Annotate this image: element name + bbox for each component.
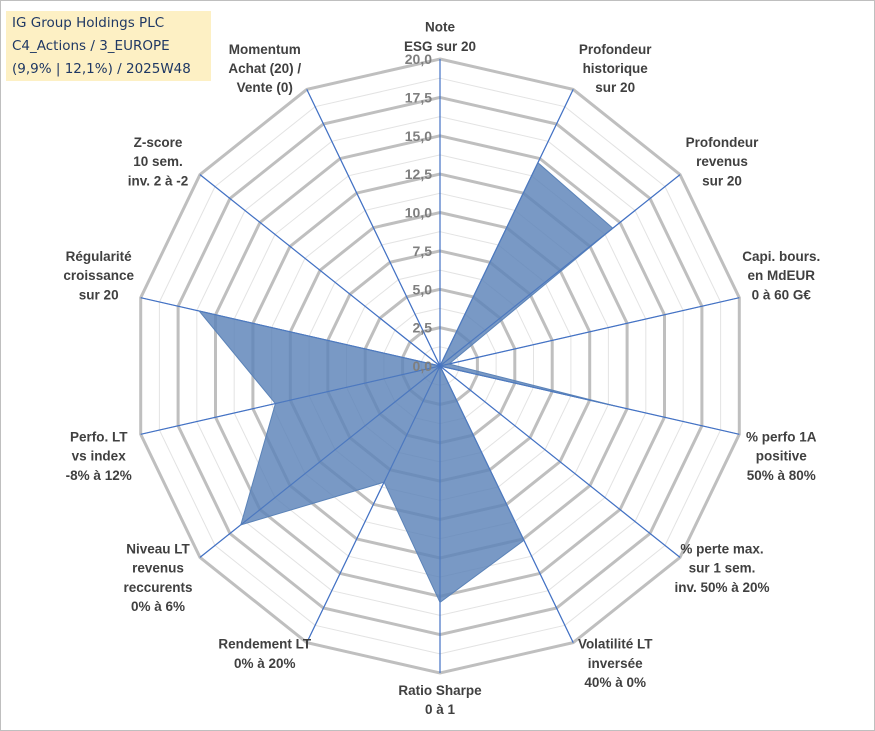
axis-label: Volatilité LT inversée 40% à 0% [578, 637, 653, 690]
axis-spoke-overlay [199, 365, 441, 558]
axis-spoke-overlay [439, 174, 681, 367]
axis-label: Perfo. LT vs index -8% à 12% [66, 430, 132, 483]
tick-label: 20,0 [405, 51, 432, 67]
title-category: C4_Actions / 3_EUROPE [12, 38, 170, 54]
tick-label: 2,5 [413, 320, 433, 336]
tick-label: 15,0 [405, 128, 432, 144]
axis-spoke-overlay [439, 365, 740, 435]
axis-spoke-overlay [199, 174, 441, 367]
data-series [140, 59, 740, 673]
axis-spoke-overlay [306, 89, 441, 367]
tick-label: 17,5 [405, 89, 432, 105]
axis-label: Capi. bours. en MdEUR 0 à 60 G€ [742, 249, 820, 302]
radial-tick-labels: 0,0 2,5 5,0 7,5 10,0 12,5 15,0 17,5 20,0 [405, 51, 432, 374]
axis-spoke-overlay [140, 297, 441, 367]
title-company: IG Group Holdings PLC [12, 15, 165, 31]
tick-label: 12,5 [405, 166, 432, 182]
axis-label: % perte max. sur 1 sem. inv. 50% à 20% [674, 541, 769, 594]
tick-label: 10,0 [405, 205, 432, 221]
axis-spoke-overlay [439, 365, 574, 643]
tick-label: 5,0 [413, 281, 433, 297]
axis-label: Z-score 10 sem. inv. 2 à -2 [128, 135, 189, 188]
axis-spoke-overlay [439, 365, 681, 558]
axis-spoke-overlay [306, 365, 441, 643]
axis-label: Momentum Achat (20) / Vente (0) [228, 42, 301, 95]
chart-title-box: IG Group Holdings PLC C4_Actions / 3_EUR… [6, 11, 211, 81]
tick-label: 7,5 [413, 243, 433, 259]
axis-label: Ratio Sharpe 0 à 1 [398, 683, 482, 717]
title-period: (9,9% | 12,1%) / 2025W48 [12, 61, 191, 77]
tick-label: 0,0 [413, 358, 433, 374]
axis-label: Rendement LT 0% à 20% [218, 637, 312, 671]
axis-label: Niveau LT revenus reccurents 0% à 6% [123, 541, 192, 614]
axis-label: Note ESG sur 20 [404, 20, 476, 54]
axis-label: Profondeur revenus sur 20 [686, 135, 759, 188]
axis-label: Profondeur historique sur 20 [579, 42, 652, 95]
axis-spoke-overlay [439, 297, 740, 367]
axis-spoke-overlay [439, 89, 574, 367]
axis-labels: Note ESG sur 20 Profondeur historique sur 20… [63, 20, 820, 718]
axis-spoke-overlay [140, 365, 441, 435]
axis-label: % perfo 1A positive 50% à 80% [746, 430, 817, 483]
axis-label: Régularité croissance sur 20 [63, 249, 134, 302]
